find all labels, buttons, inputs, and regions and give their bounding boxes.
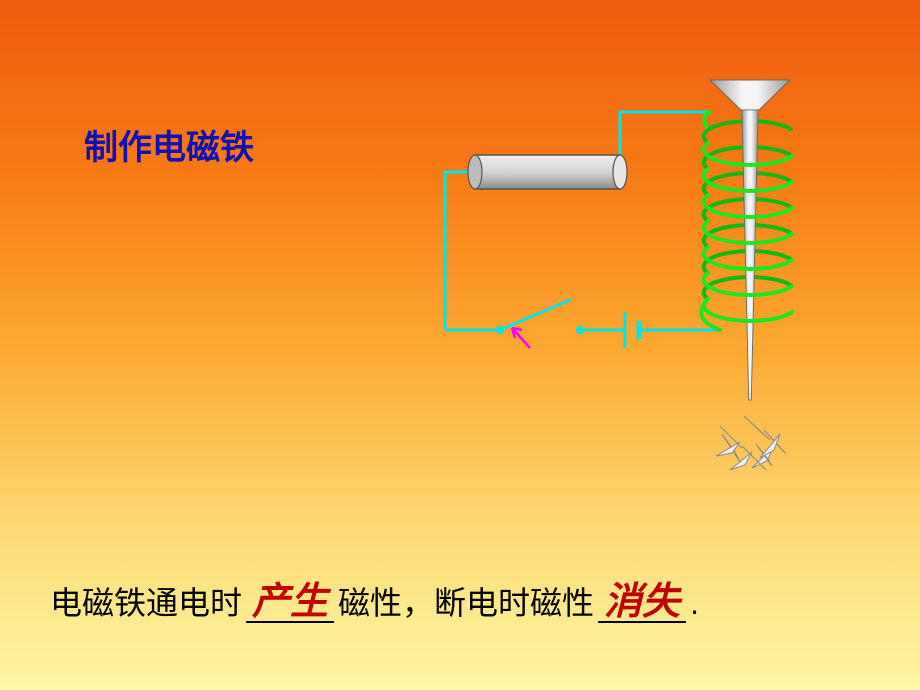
circuit-svg xyxy=(415,70,845,490)
slide-title: 制作电磁铁 xyxy=(84,120,254,169)
caption-part-3: . xyxy=(690,585,699,622)
caption-part-2: 磁性，断电时磁性 xyxy=(338,578,594,624)
circuit-diagram xyxy=(415,70,845,490)
caption-fill-1: 产生 xyxy=(246,583,334,623)
caption-sentence: 电磁铁通电时 产生 磁性，断电时磁性 消失 . xyxy=(50,578,699,624)
caption-part-1: 电磁铁通电时 xyxy=(50,578,242,624)
caption-fill-2: 消失 xyxy=(598,583,686,623)
